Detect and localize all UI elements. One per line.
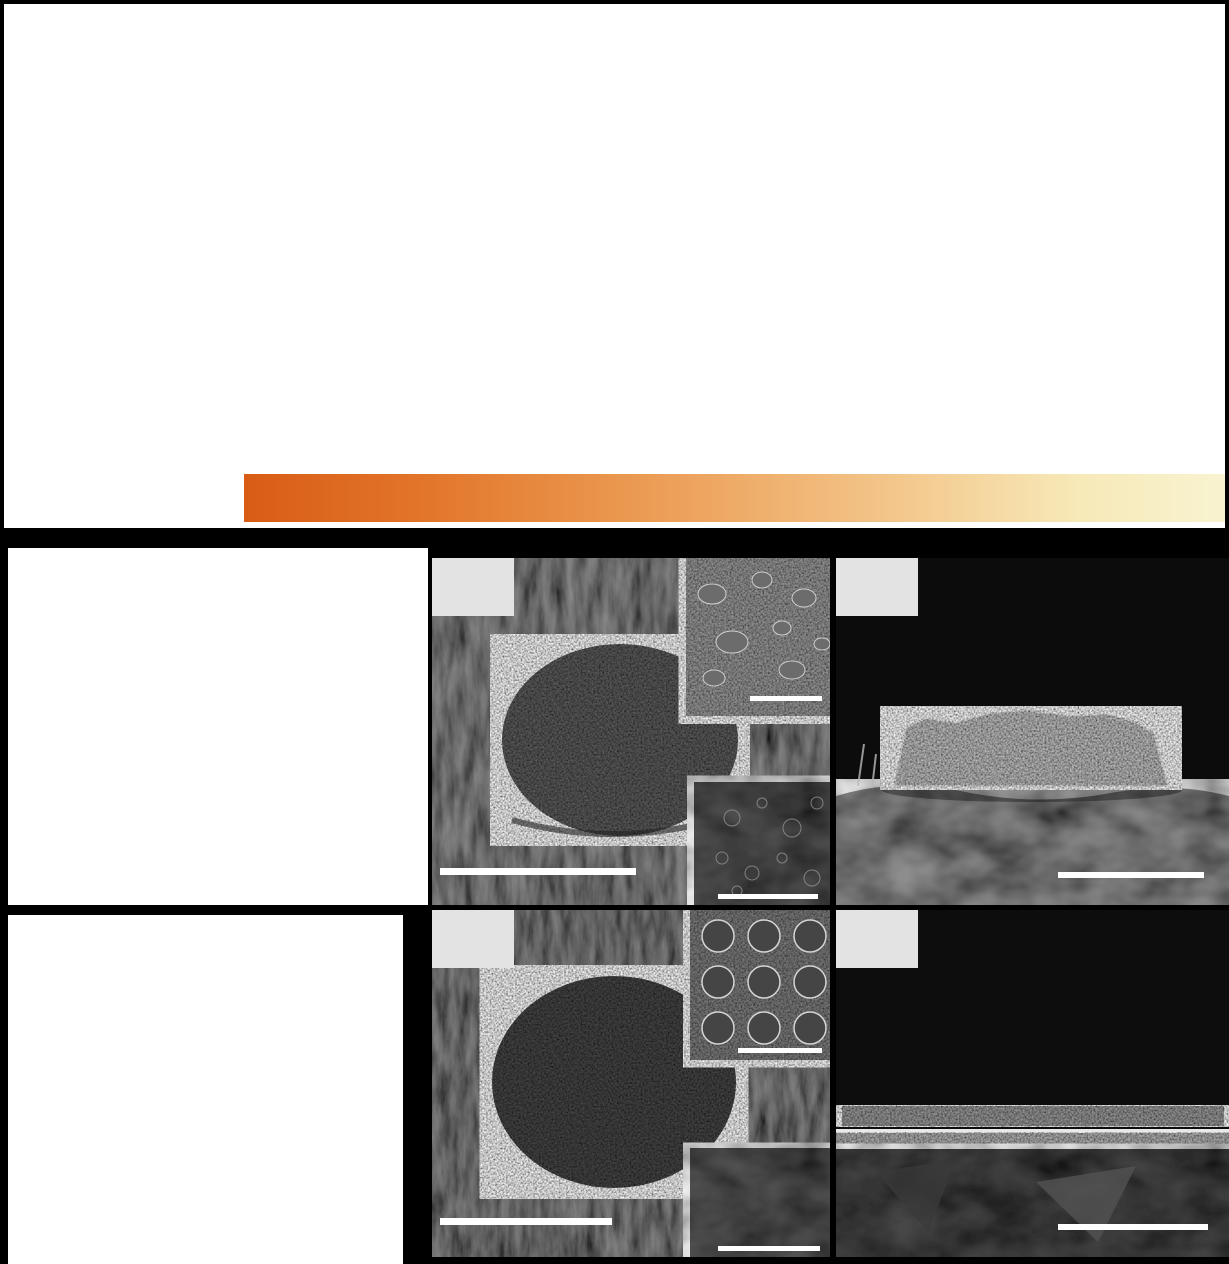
sem-a1-inset-bottom (694, 782, 830, 905)
reflectance-line-chart-panel (8, 548, 428, 905)
sem-a2-label-box (836, 558, 918, 616)
sem-a1-scale-bar (440, 868, 636, 875)
sem-b2-label-box (836, 910, 918, 968)
sem-a1-mound (502, 644, 738, 836)
sem-a2-mesa (893, 709, 1169, 787)
flow-diagram-panel (4, 4, 1225, 528)
reflectance-bar-chart-panel (8, 915, 403, 1264)
sem-b1-inset-bottom-scale-bar (718, 1246, 820, 1251)
sem-b1-inset-top (690, 910, 830, 1060)
sem-b2-scale-bar (1058, 1224, 1208, 1230)
sem-b2-substrate (836, 1149, 1229, 1257)
flow-diagram (4, 4, 1225, 528)
sem-image-a1 (432, 558, 830, 905)
sem-a1-label-box (432, 558, 514, 616)
sem-image-a2 (836, 558, 1229, 905)
sem-a1-inset-top (686, 558, 830, 716)
sem-a2-scale-bar (1058, 872, 1204, 878)
sem-image-b1 (432, 910, 830, 1257)
sem-b1-scale-bar (440, 1218, 612, 1225)
sem-b1-label-box (432, 910, 514, 968)
sem-a2-substrate (836, 785, 1229, 905)
reflectance-line-chart (8, 548, 428, 905)
sem-b1-inset-top-scale-bar (738, 1048, 822, 1053)
banner-title (244, 474, 1225, 522)
reflectance-bar-chart (8, 915, 403, 1264)
sem-image-b2 (836, 910, 1229, 1257)
sem-b1-inset-bottom (690, 1148, 830, 1257)
sem-a1-inset-top-scale-bar (750, 696, 822, 701)
sem-b1-mound (492, 976, 736, 1188)
sem-a1-inset-bottom-scale-bar (718, 894, 818, 899)
